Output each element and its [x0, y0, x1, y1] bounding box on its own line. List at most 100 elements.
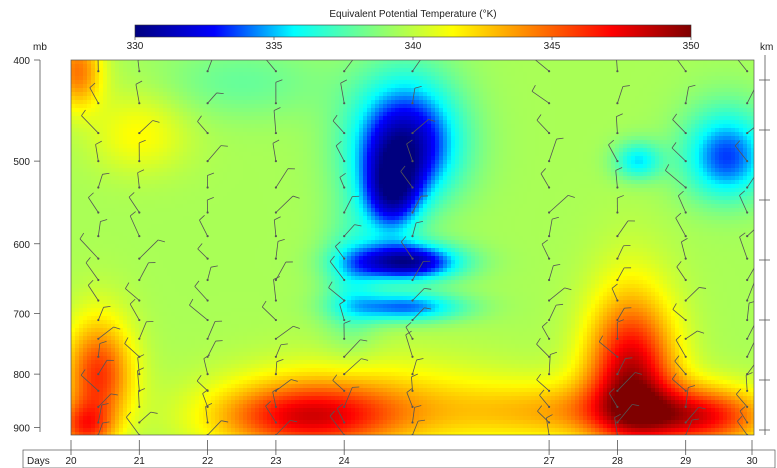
wind-barb	[411, 358, 424, 376]
wind-barb	[675, 334, 687, 358]
wind-barb	[206, 145, 228, 163]
y-tick-label: 700	[13, 310, 30, 321]
wind-barb	[746, 324, 754, 340]
x-tick-label: 21	[134, 456, 146, 467]
wind-barb	[272, 139, 280, 163]
y-axis-label: mb	[33, 42, 47, 53]
wind-barb	[97, 326, 121, 340]
wind-barb	[336, 403, 346, 424]
wind-barb	[681, 238, 688, 260]
wind-barb	[137, 169, 145, 189]
wind-barb	[677, 190, 687, 214]
wind-barb	[128, 192, 141, 214]
colorbar: 330 335 340 345 350	[127, 24, 700, 52]
wind-barb	[339, 300, 346, 322]
wind-barb	[87, 279, 100, 302]
wind-barb	[265, 401, 277, 424]
wind-barb	[206, 60, 213, 73]
wind-barb	[129, 298, 141, 322]
wind-barb	[343, 195, 360, 214]
wind-barb	[138, 139, 146, 163]
wind-barb	[616, 404, 640, 424]
wind-barb	[677, 60, 687, 73]
wind-barb	[129, 211, 141, 238]
wind-barb	[665, 164, 687, 189]
wind-barb	[329, 255, 346, 282]
wind-barb	[332, 114, 346, 135]
wind-barb	[400, 165, 414, 189]
wind-barb	[674, 355, 687, 376]
wind-barb	[746, 176, 754, 189]
wind-barb	[746, 229, 754, 238]
wind-barb	[340, 79, 348, 105]
wind-barb	[598, 335, 619, 358]
wind-barb	[206, 320, 223, 340]
wind-barb	[608, 388, 619, 409]
wind-barb	[616, 60, 619, 73]
wind-barb	[548, 303, 564, 322]
wind-barb	[405, 330, 414, 358]
wind-barb	[343, 358, 369, 376]
wind-barb	[672, 113, 687, 135]
axes: 400 500 600 700 800 900 20 21 22 23 24 27 28 29 30	[13, 55, 776, 468]
wind-barb	[339, 173, 346, 189]
wind-barb	[616, 85, 630, 105]
wind-barb	[616, 220, 635, 238]
wind-barb	[608, 139, 619, 163]
x-tick-label: 27	[544, 456, 556, 467]
wind-barb	[684, 406, 706, 424]
wind-barb	[615, 113, 623, 135]
colorbar-title: Equivalent Potential Temperature (°K)	[329, 9, 496, 20]
wind-barb	[536, 338, 551, 358]
wind-barb	[616, 319, 624, 340]
wind-barb	[616, 195, 624, 214]
wind-barb	[274, 168, 295, 189]
wind-barb	[616, 372, 642, 392]
wind-barb	[335, 140, 346, 163]
wind-barb	[411, 195, 428, 214]
wind-barb	[684, 287, 707, 302]
wind-barb	[411, 405, 422, 424]
wind-barb	[746, 127, 754, 135]
wind-barb	[197, 243, 209, 260]
wind-barb	[400, 236, 414, 260]
wind-barb	[411, 287, 432, 302]
wind-barb	[274, 325, 300, 340]
wind-barb	[616, 244, 631, 260]
wind-barb	[138, 262, 156, 282]
wind-barb	[97, 340, 107, 358]
wind-barb	[616, 267, 632, 282]
wind-barb	[274, 195, 300, 214]
wind-barb	[274, 359, 284, 376]
wind-barb	[97, 403, 109, 424]
heatmap-field	[71, 60, 754, 435]
wind-barb	[135, 80, 143, 105]
wind-barb	[548, 194, 575, 214]
wind-barb	[684, 385, 696, 409]
wind-barb	[272, 387, 279, 409]
wind-barb	[739, 232, 749, 260]
wind-barb	[541, 321, 551, 340]
wind-barb	[274, 261, 293, 282]
wind-barb	[411, 85, 422, 105]
colorbar-tick-label: 350	[683, 41, 700, 52]
wind-barb	[80, 369, 100, 392]
wind-barb	[739, 406, 749, 424]
wind-barb	[671, 373, 687, 392]
wind-barb	[536, 114, 551, 135]
wind-barb	[616, 357, 633, 376]
wind-barb	[411, 307, 432, 322]
wind-barb	[197, 115, 209, 135]
wind-barb	[199, 215, 209, 238]
wind-barb	[97, 359, 114, 376]
wind-barb	[746, 88, 754, 105]
x-tick-label: 30	[746, 456, 758, 467]
wind-barb	[273, 107, 281, 135]
wind-barbs	[79, 60, 754, 435]
wind-barb	[335, 241, 346, 260]
wind-barb	[406, 387, 414, 409]
wind-barb	[206, 196, 214, 214]
wind-barb	[202, 389, 209, 409]
wind-barb	[138, 120, 160, 135]
